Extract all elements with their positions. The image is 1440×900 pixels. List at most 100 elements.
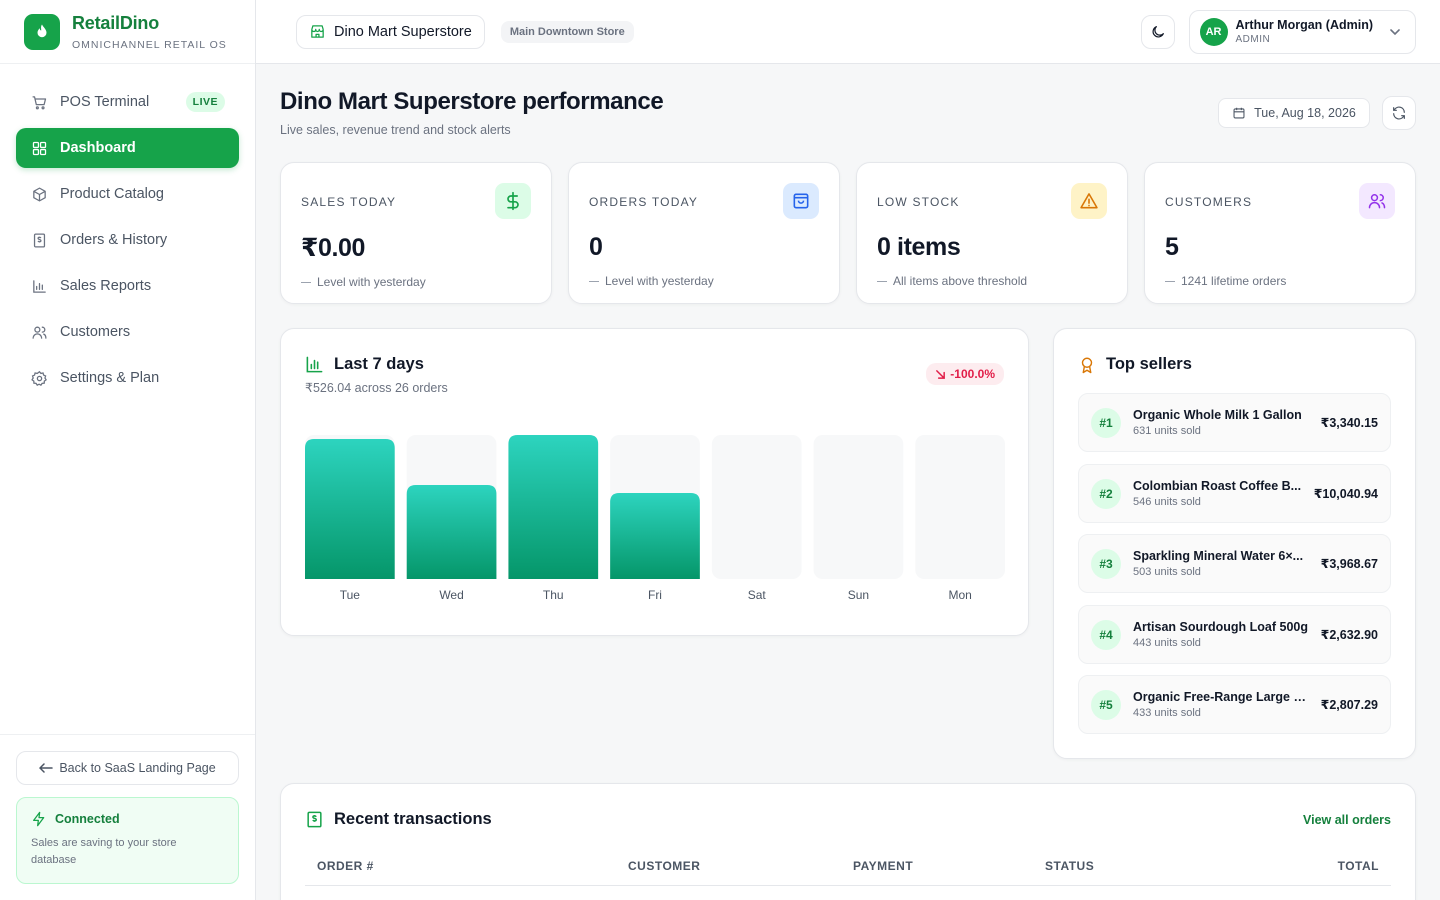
view-all-orders-link[interactable]: View all orders — [1302, 813, 1391, 827]
nav-item-label: Customers — [60, 324, 131, 340]
cart-icon — [30, 93, 48, 111]
top-seller-item[interactable]: #4 Artisan Sourdough Loaf 500g 443 units… — [1078, 605, 1391, 664]
product-name: Organic Free-Range Large B... — [1133, 690, 1309, 704]
nav-item-label: Settings & Plan — [60, 370, 160, 386]
nav-item-dashboard[interactable]: Dashboard — [16, 128, 239, 168]
connection-status-description: Sales are saving to your store database — [31, 837, 177, 866]
theme-toggle-button[interactable] — [1140, 14, 1175, 49]
refresh-button[interactable] — [1382, 96, 1416, 130]
nav-item-label: Orders & History — [60, 232, 168, 248]
user-role: ADMIN — [1235, 34, 1271, 45]
bar-chart — [305, 435, 1005, 579]
bar-fri[interactable] — [610, 493, 700, 579]
connection-status-title: Connected — [55, 812, 120, 826]
nav-item-label: POS Terminal — [60, 94, 150, 110]
x-tick-label: Sun — [847, 588, 870, 602]
rank-badge: #1 — [1091, 407, 1121, 438]
back-to-landing-label: Back to SaaS Landing Page — [59, 761, 216, 775]
units-sold: 503 units sold — [1133, 566, 1201, 578]
receipt-icon — [305, 810, 324, 829]
connection-status: Connected Sales are saving to your store… — [16, 797, 239, 884]
x-axis-labels: Tue Wed Thu Fri Sat Sun Mon — [305, 588, 1005, 604]
nav-item-settings-plan[interactable]: Settings & Plan — [16, 358, 239, 398]
change-badge: -100.0% — [926, 363, 1004, 385]
page-subtitle: Live sales, revenue trend and stock aler… — [280, 123, 511, 137]
chart-title: Last 7 days — [334, 355, 424, 373]
bar-track — [813, 435, 904, 579]
bar-thu[interactable] — [508, 435, 599, 579]
bar-chart-icon — [305, 355, 324, 374]
box-icon — [30, 185, 48, 203]
moon-icon — [1150, 24, 1166, 40]
stat-label: ORDERS TODAY — [589, 195, 699, 209]
chevron-down-icon — [1389, 28, 1401, 36]
units-sold: 433 units sold — [1133, 707, 1201, 719]
date-picker-button[interactable]: Tue, Aug 18, 2026 — [1218, 98, 1370, 128]
store-icon — [309, 23, 326, 40]
column-header-total[interactable]: TOTAL — [1337, 859, 1379, 873]
top-seller-item[interactable]: #2 Colombian Roast Coffee B... 546 units… — [1078, 464, 1391, 523]
page-title: Dino Mart Superstore performance — [280, 88, 664, 115]
top-sellers-title: Top sellers — [1106, 355, 1192, 373]
top-seller-item[interactable]: #3 Sparkling Mineral Water 6×... 503 uni… — [1078, 534, 1391, 593]
transactions-title: Recent transactions — [334, 810, 492, 828]
nav-item-sales-reports[interactable]: Sales Reports — [16, 266, 239, 306]
avatar: AR — [1199, 17, 1228, 46]
alert-icon — [1071, 183, 1107, 219]
stat-value: 0 — [589, 233, 603, 261]
user-menu[interactable]: AR Arthur Morgan (Admin) ADMIN — [1188, 9, 1416, 54]
column-header-payment[interactable]: PAYMENT — [853, 859, 914, 873]
recent-transactions-card: Recent transactions View all orders ORDE… — [280, 783, 1416, 900]
logo-icon — [24, 13, 60, 50]
main-nav: POS Terminal LIVE Dashboard Product Cata… — [0, 64, 255, 420]
bar-tue[interactable] — [305, 439, 395, 579]
product-name: Sparkling Mineral Water 6×... — [1133, 549, 1304, 563]
bar-wed[interactable] — [406, 485, 497, 579]
award-icon — [1078, 356, 1096, 374]
stat-value: 5 — [1165, 233, 1179, 261]
product-revenue: ₹2,632.90 — [1320, 628, 1378, 642]
top-seller-item[interactable]: #1 Organic Whole Milk 1 Gallon 631 units… — [1078, 393, 1391, 452]
sidebar-footer: Back to SaaS Landing Page Connected Sale… — [0, 734, 255, 900]
brand[interactable]: RetailDino OMNICHANNEL RETAIL OS — [0, 0, 255, 64]
store-switcher[interactable]: Dino Mart Superstore — [296, 14, 485, 49]
bag-icon — [783, 183, 819, 219]
branch-badge: Main Downtown Store — [500, 20, 634, 43]
back-to-landing-button[interactable]: Back to SaaS Landing Page — [16, 751, 239, 785]
store-name: Dino Mart Superstore — [334, 23, 472, 40]
units-sold: 631 units sold — [1133, 425, 1201, 437]
users-icon — [1359, 183, 1395, 219]
nav-item-pos-terminal[interactable]: POS Terminal LIVE — [16, 82, 239, 122]
calendar-icon — [1232, 106, 1246, 120]
user-name: Arthur Morgan (Admin) — [1235, 18, 1373, 32]
nav-item-label: Sales Reports — [60, 278, 152, 294]
topbar: Dino Mart Superstore Main Downtown Store… — [256, 0, 1440, 64]
top-seller-item[interactable]: #5 Organic Free-Range Large B... 433 uni… — [1078, 675, 1391, 734]
stat-footnote: 1241 lifetime orders — [1181, 274, 1287, 288]
bar-track — [915, 435, 1005, 579]
product-name: Artisan Sourdough Loaf 500g — [1133, 620, 1309, 634]
stat-label: CUSTOMERS — [1165, 195, 1253, 209]
stat-label: LOW STOCK — [877, 195, 960, 209]
table-header: ORDER # CUSTOMER PAYMENT STATUS TOTAL — [305, 852, 1391, 886]
stat-value: ₹0.00 — [301, 234, 366, 262]
nav-item-customers[interactable]: Customers — [16, 312, 239, 352]
x-tick-label: Fri — [647, 588, 662, 602]
gear-icon — [30, 369, 48, 387]
nav-item-label: Dashboard — [60, 140, 136, 156]
x-tick-label: Mon — [948, 588, 972, 602]
stat-value: 0 items — [877, 233, 961, 261]
x-tick-label: Wed — [439, 588, 464, 602]
rank-badge: #3 — [1091, 548, 1121, 579]
nav-item-product-catalog[interactable]: Product Catalog — [16, 174, 239, 214]
stat-footnote: All items above threshold — [893, 274, 1028, 288]
column-header-customer[interactable]: CUSTOMER — [628, 859, 701, 873]
brand-tagline: OMNICHANNEL RETAIL OS — [72, 38, 227, 51]
live-badge: LIVE — [185, 92, 225, 112]
stat-card-low-stock: LOW STOCK 0 items All items above thresh… — [856, 162, 1128, 304]
bar-chart-icon — [30, 277, 48, 295]
column-header-order[interactable]: ORDER # — [317, 859, 374, 873]
nav-item-orders-history[interactable]: Orders & History — [16, 220, 239, 260]
column-header-status[interactable]: STATUS — [1045, 859, 1095, 873]
product-name: Organic Whole Milk 1 Gallon — [1133, 408, 1302, 422]
